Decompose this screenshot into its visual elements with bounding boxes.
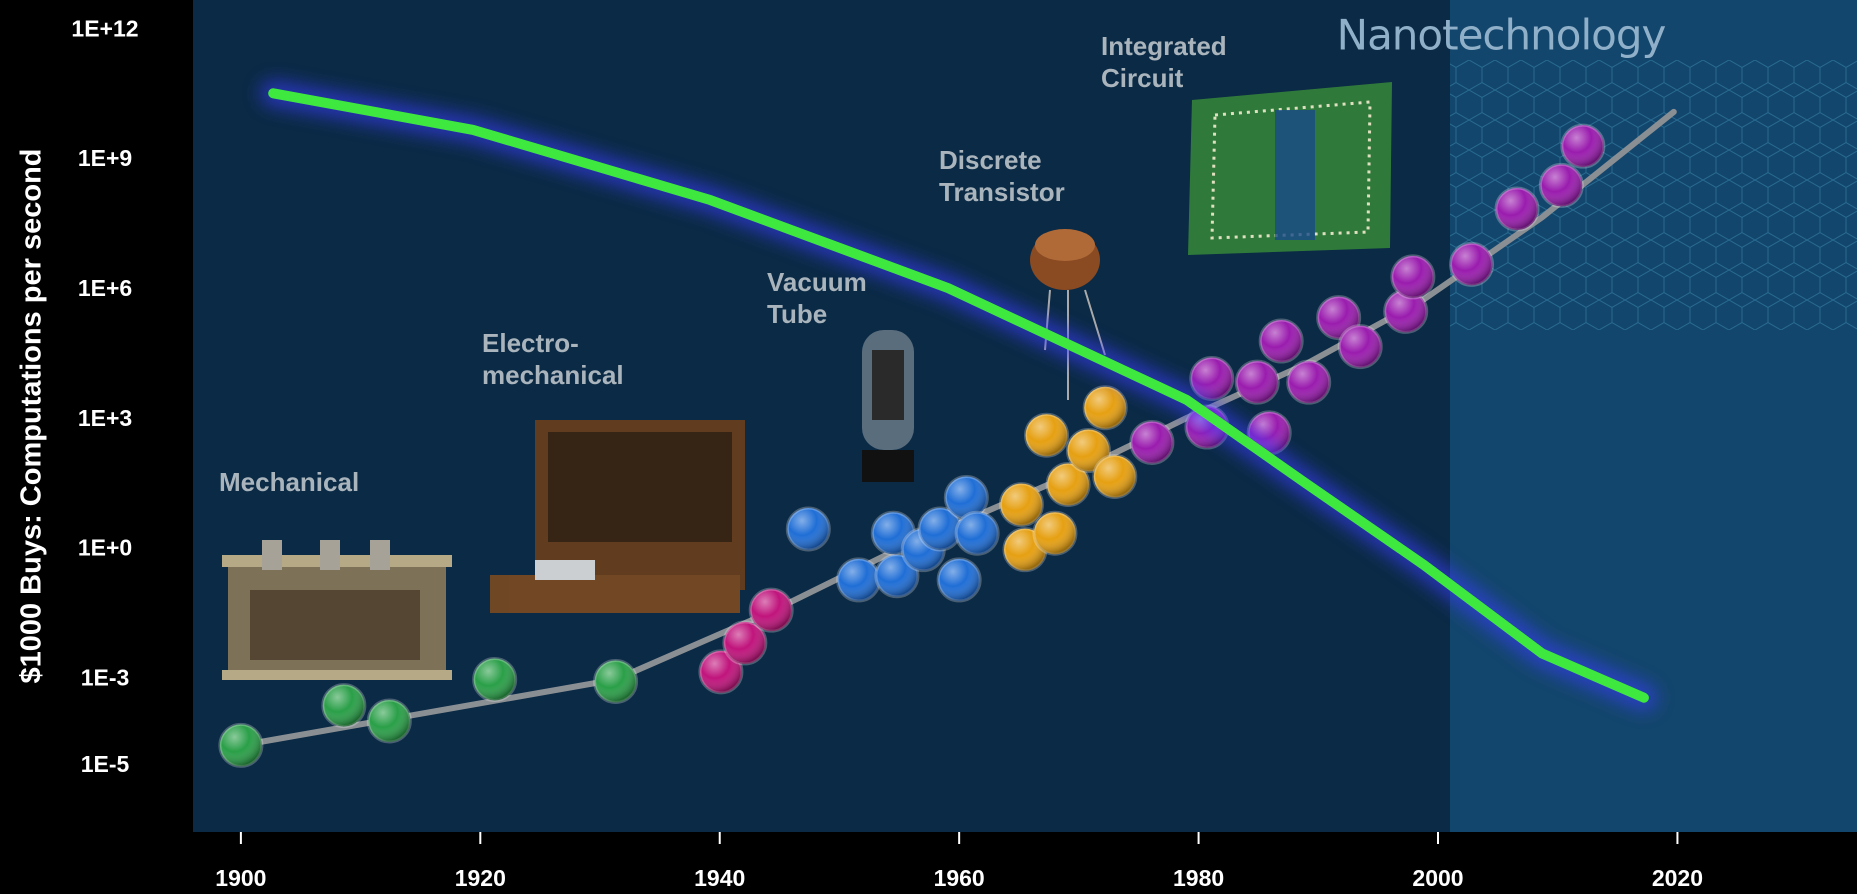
x-tick-label: 1940 (694, 865, 745, 891)
point-shine (1450, 243, 1493, 286)
point-shine (938, 558, 981, 601)
era-label-line: Integrated (1101, 31, 1227, 61)
x-tick-label: 1920 (455, 865, 506, 891)
point-shine (368, 700, 411, 743)
point-shine (945, 476, 988, 519)
point-shine (1084, 386, 1127, 429)
point-shine (594, 660, 637, 703)
point-shine (473, 658, 516, 701)
point-shine (750, 589, 793, 632)
point-shine (1130, 421, 1173, 464)
point-shine (1236, 361, 1279, 404)
point-shine (956, 512, 999, 555)
point-shine (1190, 357, 1233, 400)
era-label-line: Tube (767, 299, 827, 329)
point-shine (875, 554, 918, 597)
point-shine (1540, 164, 1583, 207)
mechanical-illustration (222, 540, 452, 680)
y-tick-label: 1E-3 (81, 665, 130, 691)
vacuum-tube-illustration (862, 330, 914, 482)
era-label: Electro-mechanical (482, 328, 624, 390)
point-shine (919, 508, 962, 551)
point-shine (1384, 290, 1427, 333)
integrated-circuit-illustration (1188, 82, 1392, 255)
y-tick-label: 1E-5 (81, 751, 130, 777)
point-shine (723, 621, 766, 664)
era-label: Vacuum Tube (767, 267, 867, 329)
point-shine (1496, 188, 1539, 231)
y-tick-label: 1E+6 (78, 275, 132, 301)
era-label-line: mechanical (482, 360, 624, 390)
point-shine (699, 650, 742, 693)
x-tick-label: 1980 (1173, 865, 1224, 891)
y-axis-title: $1000 Buys: Computations per second (16, 148, 48, 683)
y-tick-label: 1E+12 (71, 15, 138, 41)
era-label-line: Transistor (939, 177, 1065, 207)
point-shine (1260, 320, 1303, 363)
point-shine (1025, 414, 1068, 457)
x-tick-label: 2020 (1652, 865, 1703, 891)
trend-line (268, 88, 1649, 703)
era-label-line: Electro- (482, 328, 579, 358)
y-tick-label: 1E+3 (78, 405, 132, 431)
point-shine (1033, 512, 1076, 555)
x-tick-label: 1960 (934, 865, 985, 891)
transistor-illustration (1030, 229, 1106, 400)
point-shine (787, 508, 830, 551)
point-shine (1317, 296, 1360, 339)
era-label-line: Circuit (1101, 63, 1184, 93)
era-label: Discrete Transistor (939, 145, 1065, 207)
electromechanical-illustration (490, 420, 745, 613)
point-shine (1000, 483, 1043, 526)
point-shine (837, 558, 880, 601)
y-tick-label: 1E+0 (78, 535, 132, 561)
era-label-line: Discrete (939, 145, 1042, 175)
point-shine (1391, 255, 1434, 298)
x-tick-label: 1900 (215, 865, 266, 891)
plot-layer (218, 80, 1677, 768)
point-shine (1287, 361, 1330, 404)
x-tick-label: 2000 (1412, 865, 1463, 891)
region-label: Nanotechnology (1337, 11, 1666, 60)
point-shine (1067, 429, 1110, 472)
era-label: Integrated Circuit (1101, 31, 1227, 93)
point-shine (219, 724, 262, 767)
point-shine (1093, 455, 1136, 498)
point-shine (322, 684, 365, 727)
y-tick-label: 1E+9 (78, 145, 132, 171)
era-label-line: Vacuum (767, 267, 867, 297)
era-label-line: Mechanical (219, 467, 359, 497)
point-shine (1339, 325, 1382, 368)
point-shine (1561, 125, 1604, 168)
point-shine (1047, 463, 1090, 506)
era-label: Mechanical (219, 467, 359, 497)
